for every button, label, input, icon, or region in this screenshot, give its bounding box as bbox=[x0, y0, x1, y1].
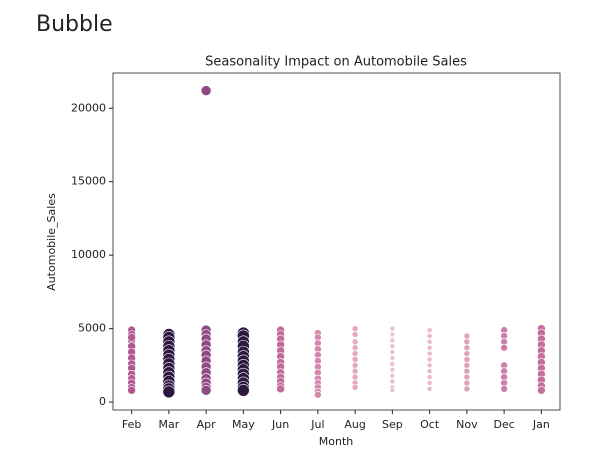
data-point bbox=[463, 338, 471, 346]
data-point bbox=[351, 331, 359, 338]
data-point bbox=[463, 362, 471, 369]
data-point bbox=[351, 373, 359, 381]
data-point bbox=[351, 356, 359, 363]
data-point bbox=[389, 361, 396, 367]
data-point bbox=[537, 386, 546, 395]
data-point bbox=[463, 356, 471, 363]
data-point bbox=[389, 378, 396, 385]
data-point bbox=[389, 366, 396, 373]
data-point bbox=[426, 368, 433, 375]
data-point bbox=[389, 331, 396, 338]
page-heading: Bubble bbox=[36, 12, 113, 37]
x-tick-label: Sep bbox=[382, 418, 403, 431]
x-tick-label: Aug bbox=[344, 418, 365, 431]
x-tick-label: Jun bbox=[271, 418, 289, 431]
data-point bbox=[351, 338, 359, 346]
data-point bbox=[276, 384, 285, 394]
data-point bbox=[426, 344, 433, 351]
x-tick-label: Jan bbox=[532, 418, 550, 431]
x-tick-label: Apr bbox=[197, 418, 217, 431]
data-point bbox=[426, 362, 433, 369]
y-tick-label: 15000 bbox=[71, 175, 106, 188]
data-point bbox=[389, 355, 396, 361]
data-point bbox=[463, 350, 471, 357]
data-point bbox=[463, 385, 471, 393]
data-point bbox=[463, 332, 471, 340]
data-point bbox=[426, 350, 433, 357]
data-point bbox=[351, 350, 359, 357]
data-point bbox=[162, 385, 176, 399]
x-tick-label: Jul bbox=[310, 418, 324, 431]
data-point bbox=[463, 379, 471, 387]
data-point bbox=[127, 333, 136, 342]
x-tick-label: Dec bbox=[493, 418, 514, 431]
data-point bbox=[389, 325, 396, 332]
y-tick-label: 0 bbox=[99, 395, 106, 408]
data-point bbox=[500, 385, 508, 393]
data-point bbox=[426, 374, 433, 380]
y-axis-label: Automobile_Sales bbox=[45, 193, 58, 291]
x-tick-label: Oct bbox=[420, 418, 440, 431]
data-point bbox=[463, 367, 471, 375]
data-point bbox=[237, 384, 250, 397]
y-tick-label: 20000 bbox=[71, 101, 106, 114]
data-point bbox=[426, 327, 433, 333]
data-point bbox=[389, 349, 396, 355]
data-point bbox=[389, 337, 396, 344]
data-point bbox=[426, 356, 433, 363]
data-point bbox=[463, 373, 471, 381]
data-point bbox=[426, 380, 433, 386]
data-point bbox=[389, 343, 396, 350]
data-point bbox=[463, 344, 471, 352]
x-tick-label: Nov bbox=[456, 418, 478, 431]
plot-frame bbox=[112, 72, 561, 411]
x-tick-label: Mar bbox=[158, 418, 179, 431]
data-point bbox=[200, 385, 212, 396]
x-tick-label: Feb bbox=[122, 418, 141, 431]
data-point bbox=[351, 384, 359, 391]
data-point bbox=[426, 333, 433, 339]
x-tick-label: May bbox=[232, 418, 255, 431]
data-point bbox=[426, 339, 433, 345]
y-tick-label: 5000 bbox=[78, 322, 106, 335]
y-tick-label: 10000 bbox=[71, 248, 106, 261]
data-point bbox=[389, 372, 396, 379]
data-point bbox=[127, 386, 136, 395]
data-point bbox=[314, 390, 322, 399]
data-point bbox=[389, 387, 396, 394]
chart-title: Seasonality Impact on Automobile Sales bbox=[205, 55, 467, 70]
data-point bbox=[351, 362, 359, 369]
data-point bbox=[351, 367, 359, 375]
data-point bbox=[426, 386, 433, 392]
data-point bbox=[351, 344, 359, 352]
data-point bbox=[500, 343, 508, 352]
data-point bbox=[351, 325, 359, 332]
x-axis-label: Month bbox=[319, 435, 354, 448]
data-point bbox=[200, 85, 212, 96]
